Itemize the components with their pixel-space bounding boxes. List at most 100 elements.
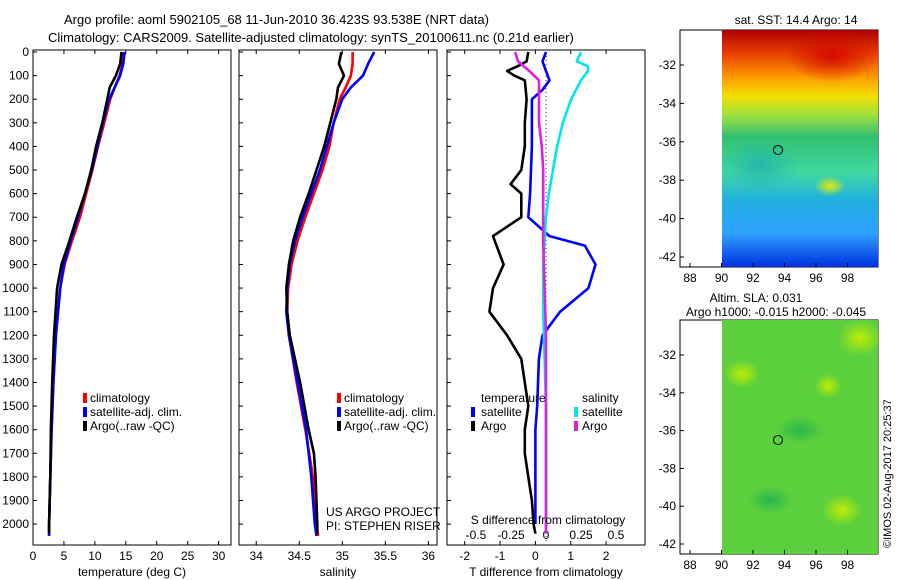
- y-tick-label: 800: [9, 234, 29, 248]
- x-tick-label: 34: [250, 549, 264, 563]
- temperature-panel: 0 5 10 15 20 25 300100200300400500600700800900…: [2, 45, 232, 579]
- header-line-1: Argo profile: aoml 5902105_68 11-Jun-201…: [64, 12, 489, 27]
- legend-label-satellite: satellite-adj. clim.: [90, 405, 182, 419]
- lat-label: -36: [659, 424, 677, 438]
- y-tick-label: 500: [9, 163, 29, 177]
- x-tick-label: 5: [61, 549, 68, 563]
- y-tick-label: 600: [9, 187, 29, 201]
- salinity-panel: 34 34.5 35 35.5 36 salinity US ARGO PROJECT …: [238, 49, 441, 579]
- difference-axes-box: [446, 49, 646, 546]
- lat-label: -40: [659, 499, 677, 513]
- difference-ticks: -2 -1 0 1 2 -0.5 -0.25 0 0.25 0.5: [447, 50, 625, 563]
- temperature-legend: climatology satellite-adj. clim. Argo(..…: [83, 391, 182, 433]
- sst-warm-eddy: [814, 176, 846, 196]
- y-tick-label: 1900: [2, 494, 29, 508]
- salinity-axes-box: [238, 49, 438, 546]
- y-tick-label: 100: [9, 69, 29, 83]
- legend-title-temperature: temperature: [481, 391, 546, 405]
- x-tick-label: 0: [532, 549, 539, 563]
- y-tick-label: 400: [9, 139, 29, 153]
- lon-label: 92: [746, 558, 760, 572]
- sst-map-title: sat. SST: 14.4 Argo: 14: [735, 13, 858, 27]
- series-satellite-adj-clim-: [47, 51, 126, 536]
- lat-label: -32: [659, 348, 677, 362]
- y-tick-label: 1500: [2, 399, 29, 413]
- x-tick-label: 36: [422, 549, 436, 563]
- series-climatology: [285, 52, 354, 537]
- x-tick-label: -1: [495, 549, 506, 563]
- s-tick-label: -0.5: [466, 528, 487, 542]
- lat-label: -42: [659, 250, 677, 264]
- series-temperature-argo: [488, 51, 537, 534]
- sla-high-3: [814, 374, 842, 398]
- lon-label: 94: [778, 558, 792, 572]
- y-tick-label: 1000: [2, 281, 29, 295]
- series-satellite-adj-clim-: [284, 51, 376, 537]
- y-tick-label: 1300: [2, 352, 29, 366]
- y-tick-label: 0: [22, 45, 29, 59]
- lon-label: 90: [715, 558, 729, 572]
- x-tick-label: 10: [88, 549, 102, 563]
- series-argo-raw-qc-: [284, 51, 346, 534]
- legend-label-argo: Argo(..raw -QC): [90, 419, 175, 433]
- sst-map-ticks: -32 -34 -36 -38 -40 -42 88 90 92 94 96 98: [659, 58, 855, 285]
- x-tick-label: 30: [212, 549, 226, 563]
- sla-high-1: [838, 320, 882, 356]
- legend-swatch-t-satellite: [471, 407, 475, 417]
- legend-swatch-argo: [83, 421, 87, 431]
- series-argo-raw-qc-: [47, 51, 123, 534]
- legend-title-salinity: salinity: [582, 391, 619, 405]
- x-tick-label: 35.5: [374, 549, 398, 563]
- header-line-2: Climatology: CARS2009. Satellite-adjuste…: [48, 30, 574, 45]
- lat-label: -40: [659, 212, 677, 226]
- lon-label: 96: [809, 271, 823, 285]
- legend-swatch-argo: [337, 421, 341, 431]
- legend-swatch-s-argo: [574, 421, 578, 431]
- x-tick-label: 35: [336, 549, 350, 563]
- project-label: US ARGO PROJECT: [326, 505, 441, 519]
- legend-swatch-t-argo: [471, 421, 475, 431]
- s-tick-label: 0: [543, 528, 550, 542]
- x-tick-label: 0: [30, 549, 37, 563]
- y-tick-label: 1200: [2, 328, 29, 342]
- y-tick-label: 300: [9, 116, 29, 130]
- legend-swatch-satellite: [83, 407, 87, 417]
- difference-lines: [488, 51, 597, 534]
- x-tick-label: 2: [603, 549, 610, 563]
- lon-label: 96: [809, 558, 823, 572]
- sla-map-title-2: Argo h1000: -0.015 h2000: -0.045: [686, 305, 866, 319]
- x-tick-label: -2: [459, 549, 470, 563]
- temperature-axes-box: [32, 49, 232, 546]
- legend-swatch-climatology: [337, 393, 341, 403]
- y-tick-label: 1400: [2, 375, 29, 389]
- legend-label-climatology: climatology: [90, 391, 150, 405]
- x-tick-label: 25: [181, 549, 195, 563]
- s-tick-label: 0.25: [569, 528, 593, 542]
- sla-float-marker: [773, 435, 783, 445]
- y-tick-label: 900: [9, 257, 29, 271]
- temperature-xlabel: temperature (deg C): [78, 565, 186, 579]
- x-tick-label: 1: [567, 549, 574, 563]
- legend-swatch-satellite: [337, 407, 341, 417]
- x-tick-label: 34.5: [288, 549, 312, 563]
- lat-label: -38: [659, 173, 677, 187]
- lon-label: 98: [841, 558, 855, 572]
- x-tick-label: 20: [150, 549, 164, 563]
- legend-label-climatology: climatology: [344, 391, 404, 405]
- legend-label-t-argo: Argo: [481, 419, 507, 433]
- legend-label-s-argo: Argo: [582, 419, 608, 433]
- lat-label: -36: [659, 135, 677, 149]
- sla-map-ticks: -32 -34 -36 -38 -40 -42 88 90 92 94 96 98: [659, 348, 855, 572]
- y-tick-label: 1600: [2, 423, 29, 437]
- footer-stamp: ©IMOS 02-Aug-2017 20:25:37: [882, 399, 894, 548]
- legend-swatch-s-satellite: [574, 407, 578, 417]
- sla-high-4: [822, 494, 862, 526]
- sst-float-marker: [773, 145, 783, 155]
- difference-xlabel: T difference from climatology: [469, 565, 623, 579]
- legend-swatch-climatology: [83, 393, 87, 403]
- legend-label-argo: Argo(..raw -QC): [344, 419, 429, 433]
- y-tick-label: 200: [9, 92, 29, 106]
- legend-label-satellite: satellite-adj. clim.: [344, 405, 436, 419]
- pi-label: PI: STEPHEN RISER: [326, 519, 441, 533]
